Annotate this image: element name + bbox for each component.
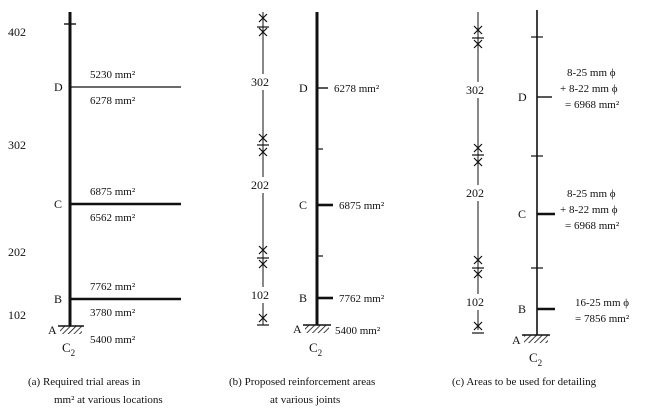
detail-c-line1: 8-25 mm ϕ: [567, 188, 616, 200]
segment-label-bg-302: [248, 74, 278, 90]
joint-label-d: D: [54, 80, 63, 94]
detail-c-line3: = 6968 mm²: [565, 220, 620, 232]
panel-a: 402 302 202 102 D C B A C2 5230 mm² 6278…: [8, 12, 181, 406]
joint-label-c: C: [518, 207, 526, 221]
detail-d-line2: + 8-22 mm ϕ: [560, 83, 618, 95]
caption-a-line2: mm² at various locations: [54, 394, 163, 406]
joint-label-c: C: [54, 197, 62, 211]
level-label-402: 402: [8, 25, 26, 39]
joint-label-a: A: [48, 323, 57, 337]
joint-label-a: A: [512, 333, 521, 347]
level-label-102: 102: [8, 308, 26, 322]
segment-label-302: 302: [466, 83, 484, 97]
area-c-above: 6875 mm²: [90, 186, 136, 198]
detail-d-line3: = 6968 mm²: [565, 99, 620, 111]
detail-c-line2: + 8-22 mm ϕ: [560, 204, 618, 216]
panel-c: 302 202 102 D C B A C2 8-25 mm ϕ + 8-22 …: [452, 10, 630, 388]
area-b-below: 3780 mm²: [90, 307, 136, 319]
area-d-below: 6278 mm²: [90, 95, 136, 107]
joint-label-d: D: [299, 81, 308, 95]
area-a-value: 5400 mm²: [335, 325, 381, 337]
caption-b-line1: (b) Proposed reinforcement areas: [229, 376, 375, 388]
joint-label-a: A: [293, 322, 302, 336]
segment-label-302: 302: [251, 75, 269, 89]
caption-c: (c) Areas to be used for detailing: [452, 376, 597, 388]
detail-b-line2: = 7856 mm²: [575, 313, 630, 325]
segment-label-bg-202: [463, 185, 493, 201]
caption-a-line1: (a) Required trial areas in: [28, 376, 141, 388]
dimension-marks: [257, 13, 269, 326]
segment-label-102: 102: [251, 288, 269, 302]
area-d-value: 6278 mm²: [334, 83, 380, 95]
area-d-above: 5230 mm²: [90, 69, 136, 81]
joint-label-b: B: [299, 291, 307, 305]
support-name: C2: [62, 340, 75, 358]
support-name: C2: [309, 340, 322, 358]
support-hatch: [524, 335, 548, 343]
support-hatch: [60, 326, 82, 334]
support-name: C2: [529, 350, 542, 368]
area-b-above: 7762 mm²: [90, 281, 136, 293]
dimension-marks: [472, 25, 484, 334]
segment-label-202: 202: [251, 178, 269, 192]
panel-b: 302 202 102 D C B A C2 6278 mm² 6875 mm²…: [229, 12, 385, 406]
detail-d-line1: 8-25 mm ϕ: [567, 67, 616, 79]
area-a-value: 5400 mm²: [90, 334, 136, 346]
segment-label-102: 102: [466, 295, 484, 309]
level-label-302: 302: [8, 138, 26, 152]
segment-label-bg-102: [463, 294, 493, 310]
area-c-value: 6875 mm²: [339, 200, 385, 212]
segment-label-bg-302: [463, 82, 493, 98]
joint-label-b: B: [518, 302, 526, 316]
detail-b-line1: 16-25 mm ϕ: [575, 297, 629, 309]
level-label-202: 202: [8, 245, 26, 259]
segment-label-bg-102: [248, 287, 278, 303]
caption-b-line2: at various joints: [270, 394, 340, 406]
segment-label-bg-202: [248, 177, 278, 193]
area-c-below: 6562 mm²: [90, 212, 136, 224]
joint-label-b: B: [54, 292, 62, 306]
joint-label-c: C: [299, 198, 307, 212]
joint-label-d: D: [518, 90, 527, 104]
segment-label-202: 202: [466, 186, 484, 200]
support-hatch: [305, 325, 329, 333]
area-b-value: 7762 mm²: [339, 293, 385, 305]
